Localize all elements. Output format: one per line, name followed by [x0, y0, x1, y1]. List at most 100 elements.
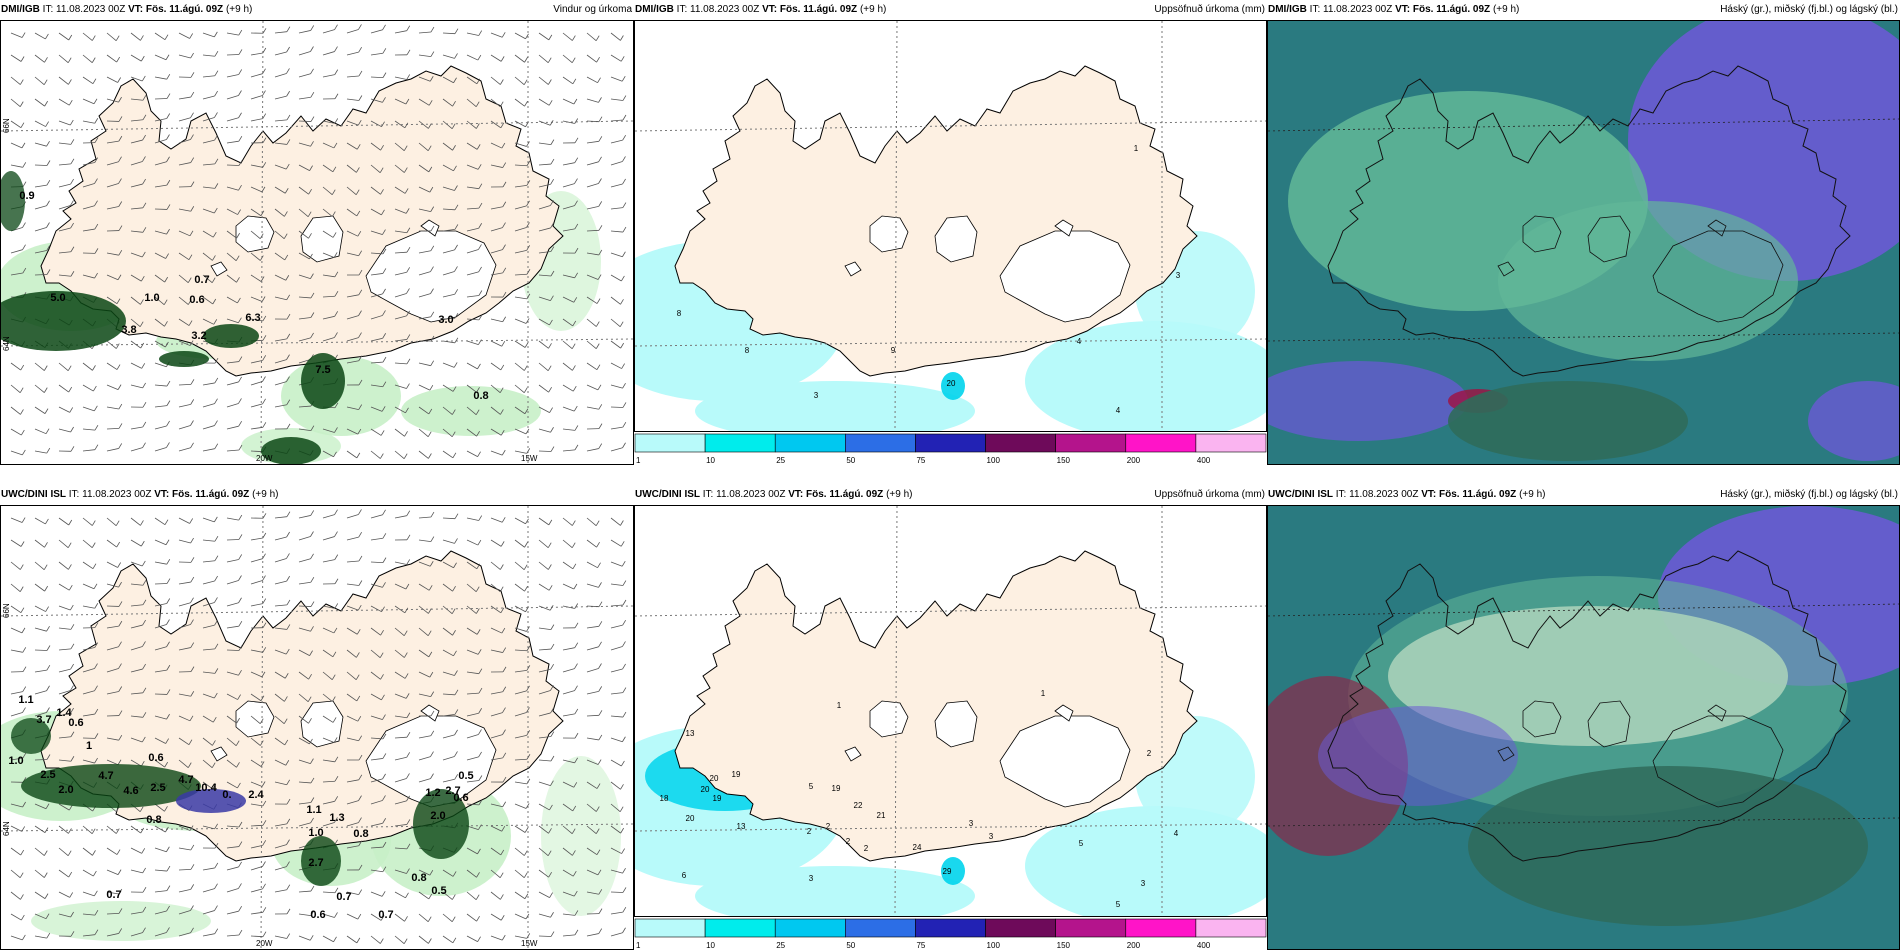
- value-label: 4.7: [98, 770, 113, 782]
- vt-label: VT:: [128, 4, 143, 15]
- valid-time: Fös. 11.ágú. 09Z: [172, 489, 249, 500]
- panel-accum-precip-dmi: DMI/IGB IT: 11.08.2023 00Z VT: Fös. 11.á…: [634, 0, 1267, 465]
- panel-header: UWC/DINI ISL IT: 11.08.2023 00Z VT: Fös.…: [634, 485, 1267, 505]
- legend-swatch: [775, 919, 845, 937]
- value-label: 0.7: [106, 889, 121, 901]
- value-label: 8: [745, 346, 750, 355]
- it-label: IT:: [43, 4, 54, 15]
- value-label: 1.1: [18, 694, 33, 706]
- it-label: IT:: [1336, 489, 1347, 500]
- model-name: UWC/DINI ISL: [635, 489, 700, 500]
- panel-clouds-dmi: DMI/IGB IT: 11.08.2023 00Z VT: Fös. 11.á…: [1267, 0, 1900, 465]
- lead-time: (+9 h): [1519, 489, 1545, 500]
- lead-time: (+9 h): [252, 489, 278, 500]
- init-time: 11.08.2023 00Z: [716, 489, 785, 500]
- legend-tick: 1: [636, 941, 641, 950]
- wind-barb: [35, 759, 47, 760]
- legend-tick: 75: [916, 456, 925, 465]
- value-label: 0.9: [19, 190, 34, 202]
- value-label: 5: [809, 782, 814, 791]
- value-label: 1.0: [144, 292, 159, 304]
- legend-swatch: [635, 434, 705, 452]
- value-label: 3: [809, 874, 814, 883]
- value-label: 0.5: [431, 885, 446, 897]
- value-label: 20: [710, 774, 719, 783]
- value-label: 19: [732, 770, 741, 779]
- value-label: 21: [877, 811, 886, 820]
- panel-title: Háský (gr.), miðský (fj.bl.) og lágský (…: [1720, 0, 1898, 20]
- init-time: 11.08.2023 00Z: [56, 4, 125, 15]
- valid-time: Fös. 11.ágú. 09Z: [806, 489, 883, 500]
- value-label: 8: [677, 309, 682, 318]
- value-label: 3.2: [191, 330, 206, 342]
- legend-swatch: [845, 919, 915, 937]
- wind-barb: [539, 936, 551, 937]
- panel-accum-precip-uwc: UWC/DINI ISL IT: 11.08.2023 00Z VT: Fös.…: [634, 485, 1267, 950]
- value-label: 5: [1116, 900, 1121, 909]
- value-label: 0.8: [353, 828, 368, 840]
- panel-header: DMI/IGB IT: 11.08.2023 00Z VT: Fös. 11.á…: [0, 0, 634, 20]
- value-label: 20: [686, 814, 695, 823]
- value-label: 1.1: [306, 804, 321, 816]
- wind-barb: [35, 274, 47, 275]
- value-label: 0.6: [68, 717, 83, 729]
- init-time: 11.08.2023 00Z: [690, 4, 759, 15]
- value-label: 0.: [222, 789, 231, 801]
- wind-barb: [227, 539, 239, 540]
- legend-swatch: [845, 434, 915, 452]
- model-name: UWC/DINI ISL: [1268, 489, 1333, 500]
- panel-title: Háský (gr.), miðský (fj.bl.) og lágský (…: [1720, 485, 1898, 505]
- lat-label: 66N: [2, 603, 11, 618]
- value-label: 1.2: [425, 787, 440, 799]
- legend-swatch: [1126, 919, 1196, 937]
- valid-time: Fös. 11.ágú. 09Z: [780, 4, 857, 15]
- value-label: 2: [1147, 749, 1152, 758]
- model-name: DMI/IGB: [1, 4, 40, 15]
- value-label: 5: [1079, 839, 1084, 848]
- lon-label: 20W: [256, 454, 273, 463]
- value-label: 3: [969, 819, 974, 828]
- vt-label: VT:: [788, 489, 803, 500]
- precip-area: [301, 353, 345, 409]
- map-area: [1267, 20, 1900, 465]
- value-label: 3.0: [438, 314, 453, 326]
- legend-tick: 200: [1127, 941, 1141, 950]
- valid-time: Fös. 11.ágú. 09Z: [146, 4, 223, 15]
- value-label: 2.4: [248, 789, 264, 801]
- lon-label: 15W: [521, 454, 538, 463]
- value-label: 7.5: [315, 364, 330, 376]
- legend-tick: 50: [846, 941, 855, 950]
- value-label: 3: [1141, 879, 1146, 888]
- value-label: 0.8: [473, 390, 488, 402]
- high-cloud: [1498, 201, 1798, 361]
- value-label: 19: [832, 784, 841, 793]
- map-area: [1267, 505, 1900, 950]
- legend-swatch: [1196, 919, 1266, 937]
- value-label: 0.6: [148, 752, 163, 764]
- legend-tick: 150: [1057, 456, 1071, 465]
- legend-swatch: [1056, 434, 1126, 452]
- wind-barb: [227, 165, 239, 166]
- lat-label: 64N: [2, 821, 11, 836]
- legend-swatch: [775, 434, 845, 452]
- value-label: 9: [891, 346, 896, 355]
- vt-label: VT:: [1421, 489, 1436, 500]
- glacier-outline: [870, 701, 908, 737]
- low-cloud: [1448, 381, 1688, 461]
- wind-barb: [227, 650, 239, 651]
- panel-header: UWC/DINI ISL IT: 11.08.2023 00Z VT: Fös.…: [0, 485, 634, 505]
- value-label: 0.6: [189, 294, 204, 306]
- value-label: 2: [846, 837, 851, 846]
- value-label: 0.7: [194, 274, 209, 286]
- vt-label: VT:: [1395, 4, 1410, 15]
- clouds-map: [1268, 506, 1899, 949]
- value-label: 3.7: [36, 714, 51, 726]
- panel-title: Uppsöfnuð úrkoma (mm): [1154, 0, 1265, 20]
- value-label: 0.6: [310, 909, 325, 921]
- value-label: 4: [1116, 406, 1121, 415]
- legend-tick: 10: [706, 941, 715, 950]
- value-label: 2: [864, 844, 869, 853]
